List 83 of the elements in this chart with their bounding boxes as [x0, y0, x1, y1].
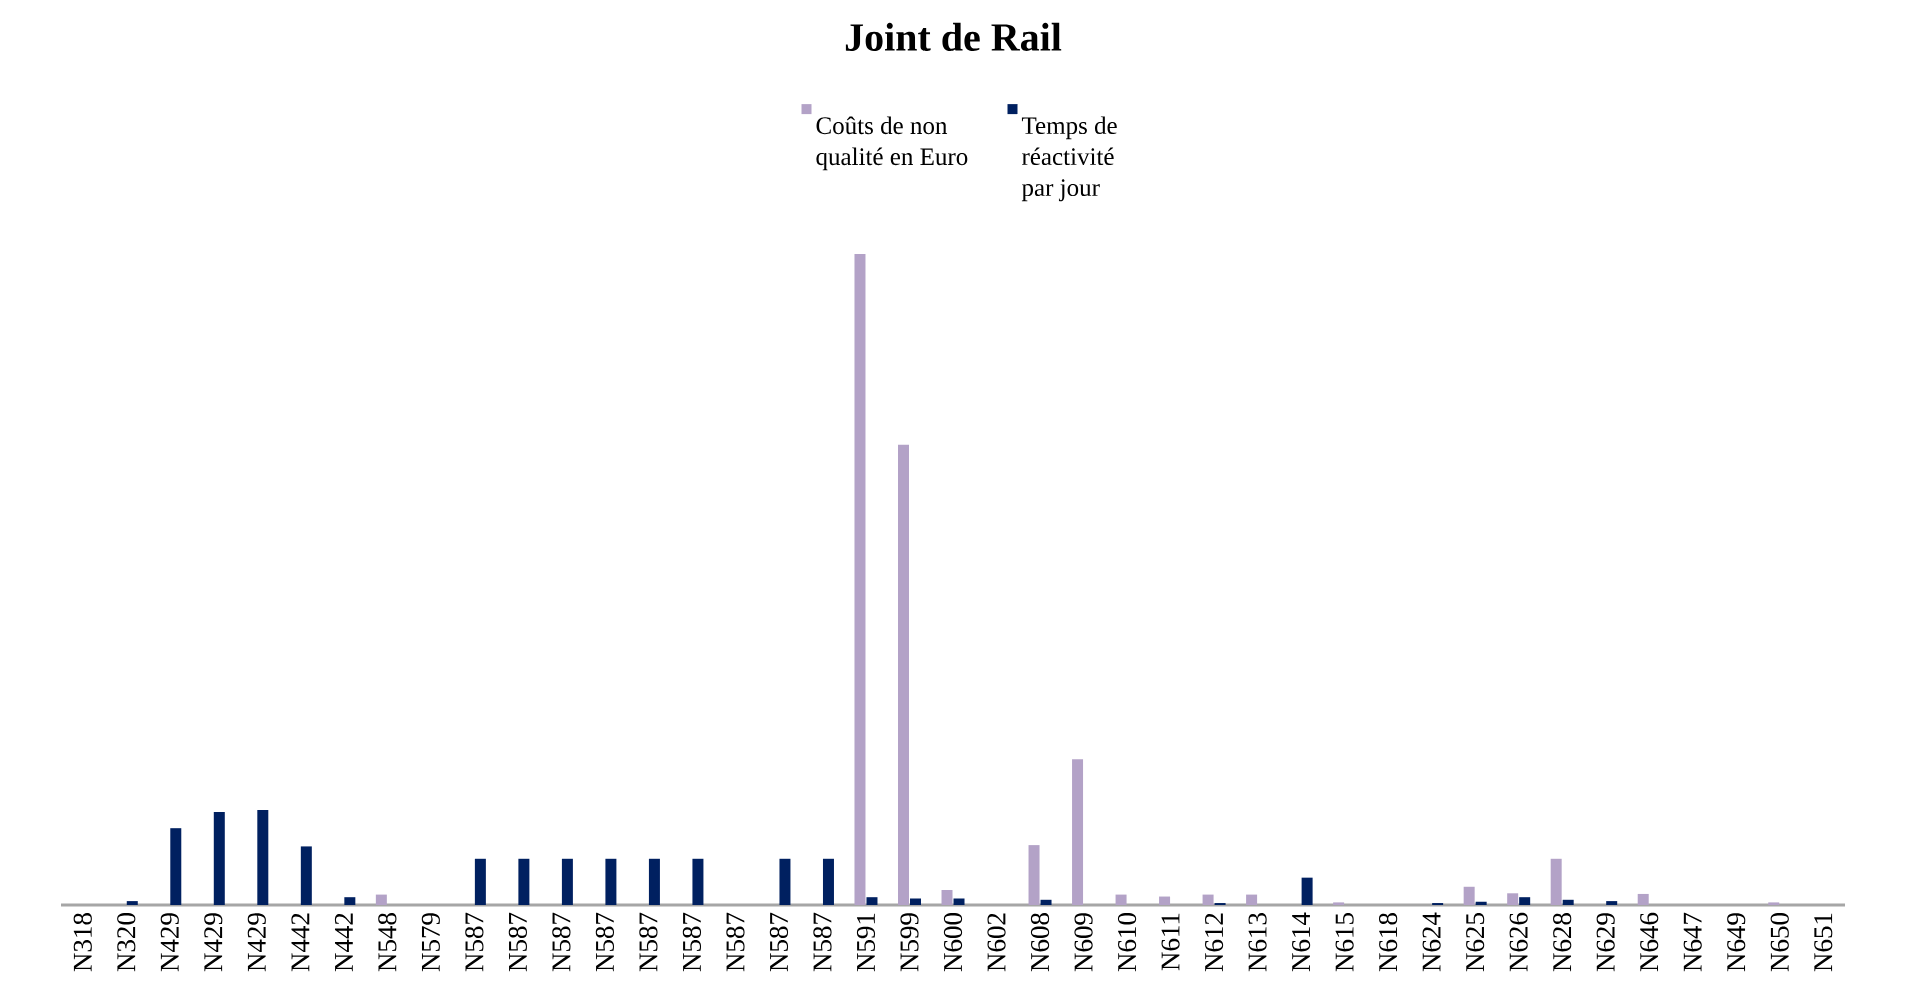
- bar: [375, 894, 387, 905]
- bar: [1606, 901, 1618, 905]
- x-tick-label: N608: [1030, 913, 1050, 972]
- bar: [1072, 759, 1084, 905]
- x-tick-label: N587: [465, 912, 484, 972]
- x-tick-label: N587: [639, 912, 658, 972]
- x-tick-label: N615: [1335, 913, 1354, 972]
- x-tick-label: N320: [117, 913, 136, 972]
- bar: [1507, 893, 1519, 905]
- x-tick-label: N614: [1292, 912, 1311, 972]
- x-tick-label: N610: [1117, 913, 1137, 972]
- x-tick-label: N429: [160, 913, 179, 972]
- x-tick-label: N587: [552, 912, 571, 972]
- bar: [518, 858, 530, 905]
- x-tick-label: N442: [334, 913, 353, 972]
- bar: [1028, 845, 1040, 905]
- x-tick-label: N442: [291, 913, 310, 972]
- bar: [605, 858, 617, 905]
- bar: [1333, 902, 1345, 905]
- x-tick-label: N599: [900, 913, 919, 972]
- x-tick-label: N587: [813, 912, 832, 972]
- bar: [898, 444, 909, 905]
- bar: [910, 898, 921, 905]
- bar: [854, 253, 866, 905]
- x-tick-label: N626: [1509, 912, 1528, 972]
- x-tick-label: N587: [769, 912, 789, 972]
- x-tick-label: N609: [1074, 913, 1093, 972]
- x-tick-label: N318: [73, 913, 92, 972]
- bar: [474, 858, 486, 905]
- x-tick-label: N651: [1814, 913, 1833, 972]
- x-tick-label: N629: [1596, 913, 1615, 972]
- bar: [822, 858, 834, 905]
- bar: [213, 811, 225, 905]
- bar: [1768, 902, 1780, 905]
- x-tick-label: N613: [1248, 913, 1267, 972]
- bar: [1550, 858, 1562, 905]
- x-tick-label: N647: [1683, 912, 1702, 972]
- bar: [126, 901, 138, 905]
- bar: [1637, 893, 1649, 905]
- x-tick-label: N628: [1553, 913, 1572, 972]
- x-tick-label: N429: [204, 913, 223, 972]
- bar: [561, 858, 573, 905]
- bar: [1246, 894, 1258, 905]
- bar: [257, 809, 269, 905]
- bar: [344, 897, 356, 905]
- bar: [1562, 899, 1574, 905]
- x-tick-label: N618: [1379, 913, 1398, 972]
- x-tick-label: N591: [856, 913, 876, 972]
- x-tick-label: N548: [378, 913, 397, 972]
- legend-label: Temps de réactivité par jour: [1021, 116, 1117, 202]
- x-tick-label: N624: [1422, 912, 1441, 972]
- bar: [779, 858, 791, 905]
- x-tick-label: N650: [1770, 913, 1789, 972]
- x-tick-label: N612: [1205, 913, 1224, 972]
- chart-title: Joint de Rail: [845, 22, 1062, 51]
- bar: [866, 897, 878, 905]
- bar: [1475, 901, 1487, 905]
- bar: [692, 858, 704, 905]
- bar: [648, 858, 660, 905]
- bar: [1159, 896, 1171, 905]
- bar: [953, 898, 965, 905]
- bar: [170, 828, 182, 905]
- x-tick-label: N611: [1161, 913, 1180, 971]
- x-tick-label: N429: [247, 913, 266, 972]
- bar: [1463, 886, 1475, 905]
- legend-label: Coûts de non qualité en Euro: [816, 116, 968, 171]
- x-tick-label: N587: [508, 912, 527, 972]
- bar: [1301, 877, 1313, 905]
- bar: [1115, 894, 1127, 905]
- bar: [1202, 894, 1214, 905]
- x-tick-label: N579: [421, 913, 440, 972]
- x-tick-label: N600: [943, 913, 963, 972]
- bar: [941, 890, 953, 905]
- bar: [1519, 897, 1531, 905]
- x-tick-label: N602: [987, 913, 1006, 972]
- x-tick-label: N646: [1640, 912, 1659, 972]
- x-tick-label: N649: [1727, 913, 1746, 972]
- bar: [300, 846, 312, 905]
- x-tick-label: N587: [595, 912, 615, 972]
- x-tick-label: N625: [1466, 913, 1485, 972]
- x-tick-label: N587: [726, 912, 745, 972]
- bar: [1040, 899, 1052, 905]
- x-tick-label: N587: [682, 912, 702, 972]
